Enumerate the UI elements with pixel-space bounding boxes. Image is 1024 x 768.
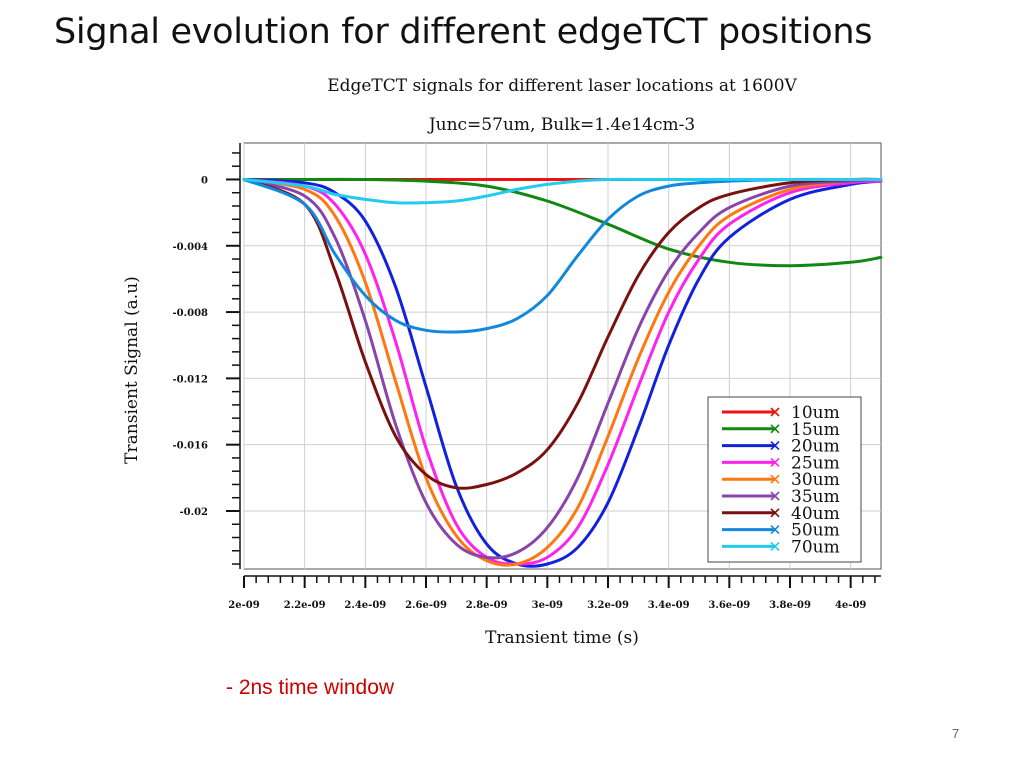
- series-line-15um: [242, 177, 883, 268]
- chart-title: EdgeTCT signals for different laser loca…: [327, 76, 797, 96]
- x-tick-label: 4e-09: [835, 600, 866, 611]
- x-tick-label: 2e-09: [228, 600, 259, 611]
- y-tick-label: -0.02: [179, 507, 208, 518]
- grid: [243, 143, 881, 569]
- legend-label-70um: 70um: [791, 537, 840, 557]
- series-line-20um: [242, 178, 883, 568]
- x-tick-label: 3.4e-09: [648, 600, 690, 611]
- legend-label-10um: 10um: [791, 403, 840, 423]
- x-tick-label: 3.2e-09: [587, 600, 629, 611]
- series-lines: [242, 177, 883, 568]
- page-number: 7: [952, 726, 960, 741]
- legend-label-30um: 30um: [791, 470, 840, 490]
- legend-marker-25um: [770, 457, 780, 467]
- y-tick-label: -0.008: [173, 308, 209, 319]
- y-tick-label: -0.016: [173, 441, 209, 452]
- legend-marker-20um: [770, 441, 780, 451]
- legend-marker-15um: [770, 424, 780, 434]
- series-line-40um: [242, 177, 883, 490]
- legend-label-40um: 40um: [791, 504, 840, 524]
- legend-marker-50um: [770, 525, 780, 535]
- slide-title: Signal evolution for different edgeTCT p…: [54, 12, 873, 52]
- legend-label-35um: 35um: [791, 487, 840, 507]
- legend-marker-30um: [770, 474, 780, 484]
- y-tick-label: -0.004: [173, 242, 209, 253]
- x-tick-label: 3.8e-09: [769, 600, 811, 611]
- time-window-note: - 2ns time window: [226, 676, 395, 699]
- series-line-35um: [242, 178, 883, 560]
- y-tick-label: 0: [201, 175, 208, 186]
- chart-subtitle: Junc=57um, Bulk=1.4e14cm-3: [427, 115, 695, 135]
- series-line-70um: [242, 177, 883, 205]
- axes: 2e-09 2.2e-09 2.4e-09 2.6e-09 2.8e-09 3e-09 3.…: [173, 143, 881, 611]
- legend-label-25um: 25um: [791, 453, 840, 473]
- legend-marker-40um: [770, 508, 780, 518]
- legend-marker-35um: [770, 491, 780, 501]
- y-tick-label: -0.012: [173, 374, 209, 385]
- y-axis-label: Transient Signal (a.u): [122, 276, 142, 464]
- legend-label-15um: 15um: [791, 420, 840, 440]
- legend-marker-70um: [770, 541, 780, 551]
- legend-marker-10um: [770, 407, 780, 417]
- x-tick-label: 2.8e-09: [466, 600, 508, 611]
- x-tick-label: 3e-09: [532, 600, 563, 611]
- x-tick-label: 2.2e-09: [284, 600, 326, 611]
- series-line-30um: [242, 178, 883, 567]
- series-line-25um: [242, 178, 883, 566]
- x-axis-label: Transient time (s): [485, 628, 639, 648]
- legend-label-20um: 20um: [791, 437, 840, 457]
- x-tick-label: 2.6e-09: [405, 600, 447, 611]
- legend-label-50um: 50um: [791, 521, 840, 541]
- x-tick-label: 2.4e-09: [344, 600, 386, 611]
- x-tick-label: 3.6e-09: [708, 600, 750, 611]
- series-line-50um: [242, 177, 883, 334]
